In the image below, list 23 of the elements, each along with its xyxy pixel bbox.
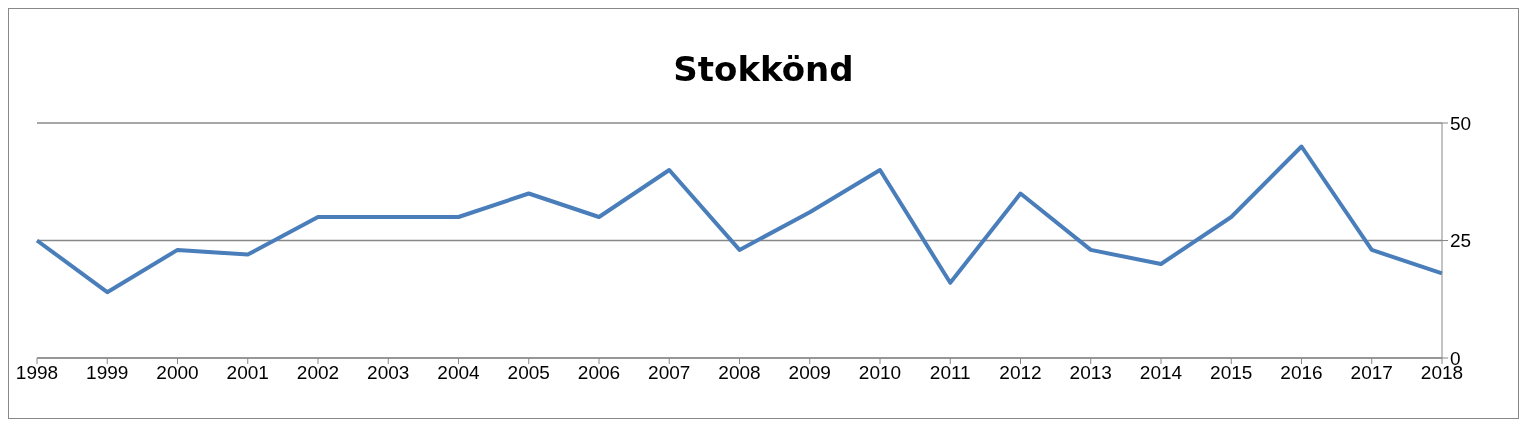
x-tick-label: 2012: [999, 362, 1042, 384]
x-tick-label: 2014: [1139, 362, 1183, 384]
x-tick-label: 1999: [86, 362, 129, 384]
y-tick-label: 25: [1450, 230, 1472, 252]
x-tick-label: 2009: [788, 362, 831, 384]
x-tick-label: 2000: [156, 362, 199, 384]
x-tick-label: 2017: [1350, 362, 1393, 384]
x-tick-label: 2004: [437, 362, 481, 384]
x-tick-label: 2007: [648, 362, 691, 384]
x-tick-label: 2002: [296, 362, 340, 384]
x-tick-label: 2006: [577, 362, 621, 384]
x-tick-label: 2013: [1069, 362, 1112, 384]
x-tick-label: 2016: [1280, 362, 1323, 384]
x-tick-label: 2001: [226, 362, 269, 384]
chart-title: Stokkönd: [672, 49, 855, 89]
x-tick-label: 1998: [15, 362, 59, 384]
x-tick-label: 2005: [507, 362, 550, 384]
x-tick-label: 2010: [858, 362, 902, 384]
x-tick-label: 2003: [367, 362, 410, 384]
x-tick-label: 2011: [929, 362, 971, 384]
x-tick-label: 2015: [1210, 362, 1253, 384]
x-tick-label: 2008: [718, 362, 761, 384]
y-tick-label: 50: [1450, 112, 1472, 134]
